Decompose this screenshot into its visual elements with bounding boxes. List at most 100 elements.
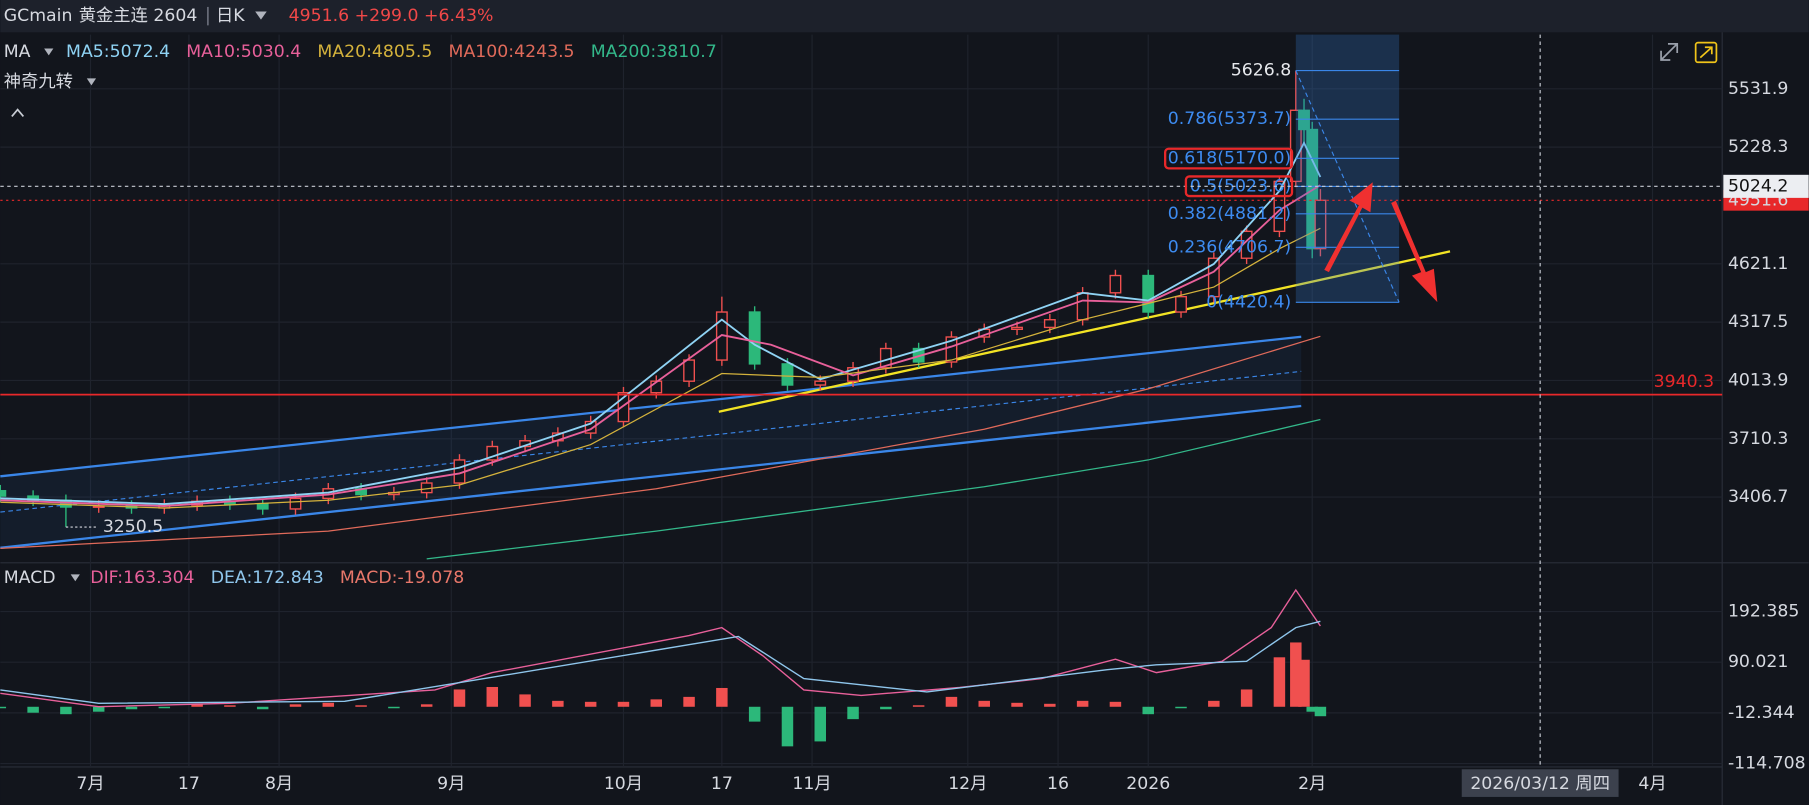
candle-body [1043,319,1056,329]
indicator-line [0,227,1321,509]
macd-bar [486,686,499,707]
channel-line [0,404,1302,549]
fullscreen-icon[interactable] [1694,41,1718,64]
low-label: 3250.5 [103,517,163,537]
date-axis-band [0,766,1723,805]
grid [0,34,1723,767]
candle-body [1314,199,1327,250]
indicator-line [0,620,1321,704]
fib-label: 5626.8 [1231,61,1291,81]
legend-entry: MA100:4243.5 [449,42,575,62]
candle-body [1142,274,1155,313]
macd-bar [1240,689,1253,707]
candle-body [945,336,958,363]
fib-label: 0.382(4881.2) [1168,204,1291,224]
macd-bar [289,704,302,707]
candle-body [1076,292,1089,321]
dropdown-caret[interactable] [86,78,97,86]
candle-body [256,503,269,510]
candle-body [1289,109,1302,183]
symbol[interactable]: GCmain [4,6,73,26]
macd-bar [1306,706,1318,712]
fib-label: 0(4420.4) [1206,292,1291,312]
candle-body [1207,257,1220,298]
trend-line [718,250,1451,413]
collapse-icon[interactable] [11,108,25,118]
crosshair-y-label: 5024.2 [1728,176,1788,196]
dropdown-caret[interactable] [70,574,80,582]
macd-bar [355,705,367,707]
candle-body [748,311,761,365]
x-tick-label: 17 [711,774,733,794]
macd-bar [1076,700,1089,707]
y-tick-label: 3710.3 [1728,429,1788,449]
x-tick-label: 4月 [1638,774,1666,794]
macd-bar [1290,642,1302,707]
crosshair-x-box [1461,769,1619,797]
candle-body [683,359,696,382]
y-tick-label: 3406.7 [1728,487,1788,507]
arrow-down [1391,200,1438,303]
indicator-line [426,418,1321,560]
indicator-line [0,184,1321,507]
crosshair-x-label: 2026/03/12 周四 [1470,774,1610,794]
indicator[interactable]: 神奇九转 [4,72,73,92]
macd-bar [420,704,433,707]
macd-bar [453,689,466,707]
candle-body [781,363,794,386]
macd-bar [814,706,826,742]
arrow-up [1324,182,1373,273]
macd-bar [978,700,990,707]
legend-entry: MA10:5030.4 [186,42,301,62]
macd-bar [1109,701,1122,707]
macd-bar [125,706,138,710]
legend-entry: MA200:3810.7 [591,42,717,62]
highlight-box [1184,175,1294,198]
macd-bar [1175,706,1187,709]
y-tick-label: 4621.1 [1728,254,1788,274]
macd-bar [781,706,794,747]
expand-icon[interactable] [1660,42,1679,61]
macd-bar [552,700,564,707]
channel-line [0,335,1302,478]
macd-bar [224,705,236,707]
macd-bar [650,699,663,707]
x-tick-label: 2026 [1126,774,1170,794]
x-tick-label: 7月 [76,774,104,794]
fib-box [1295,34,1400,303]
fib-label: 0.236(4706.7) [1168,237,1291,257]
macd-bar [912,705,925,707]
highlight-box [1163,147,1294,170]
legend-entry: DIF:163.304 [90,568,194,588]
macd-title[interactable]: MACD [4,568,56,588]
legend-entry: DEA:172.843 [211,568,324,588]
indicator-line [0,335,1321,550]
x-tick-label: 12月 [948,774,987,794]
macd-pane [0,588,1327,747]
legend-entry: MA5:5072.4 [66,42,170,62]
candle-body [617,392,630,423]
dropdown-caret[interactable] [255,11,267,20]
fib-label: 0.786(5373.7) [1168,109,1291,129]
macd-bar [27,706,39,713]
period[interactable]: 日K [216,6,245,26]
candle-body [1011,326,1023,331]
y-tick-label: 5228.3 [1728,137,1788,157]
legend-entry: MA20:4805.5 [317,42,432,62]
crosshair-y-box [1723,174,1809,198]
macd-bar [388,706,400,709]
x-tick-label: 9月 [437,774,465,794]
macd-bar [584,701,597,707]
y-tick-label: 4317.5 [1728,312,1788,332]
macd-bar [683,696,695,707]
horizontal-line-label: 3940.3 [1654,372,1714,392]
macd-bar [716,687,728,707]
macd-bar [945,696,958,707]
candle-body [1175,295,1187,313]
indicator-line [0,140,1322,506]
dropdown-caret[interactable] [44,48,54,56]
macd-bar [256,706,269,710]
ma-title[interactable]: MA [4,42,31,62]
macd-bar [847,706,859,720]
